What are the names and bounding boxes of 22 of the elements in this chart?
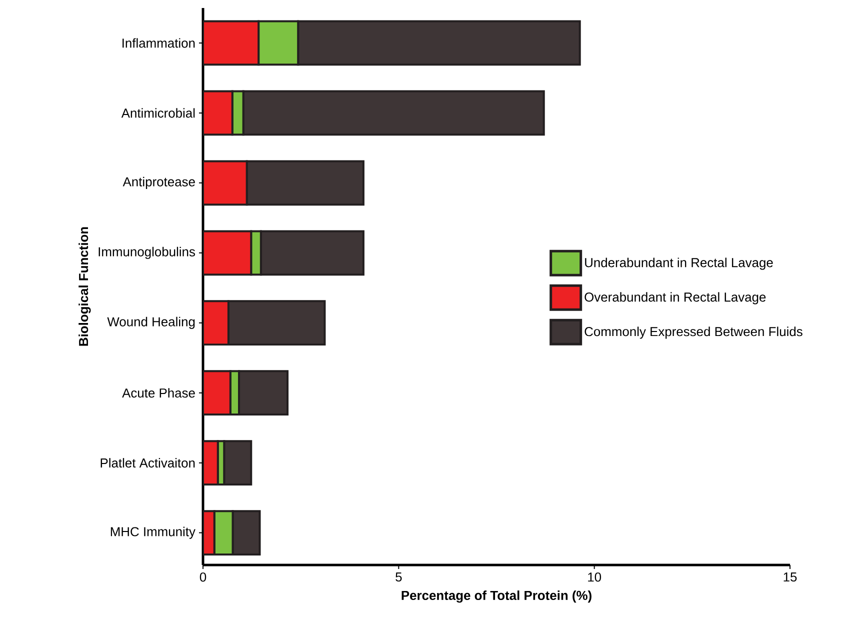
x-axis-title: Percentage of Total Protein (%) [402,590,592,603]
legend-label: Underabundant in Rectal Lavage [585,258,773,270]
bar [203,230,252,276]
x-tick-label: 0 [200,572,206,582]
y-tick-label: Acute Phase [122,388,195,398]
bar [203,90,234,136]
y-tick-label: Wound Healing [107,316,195,329]
legend-label: Overabundant in Rectal Lavage [584,292,766,304]
bar [203,20,260,66]
x-tick-label: 5 [396,572,402,582]
y-tick-label: Antiprotease [122,176,195,189]
bar [203,160,248,206]
legend-label: Commonly Expressed Between Fluids [584,326,802,339]
x-tick-label: 10 [588,572,602,582]
y-tick-label: Immunoglobulins [98,246,195,259]
bar [223,440,252,486]
y-tick-label: Inflammation [122,38,195,48]
y-tick-label: Platlet Activaiton [100,458,195,468]
x-tick-label: 15 [784,572,797,582]
y-tick-label: Antimicrobial [121,108,195,118]
y-axis-title: Biological Function [78,227,91,346]
y-tick-label: MHC Immunity [110,526,196,539]
